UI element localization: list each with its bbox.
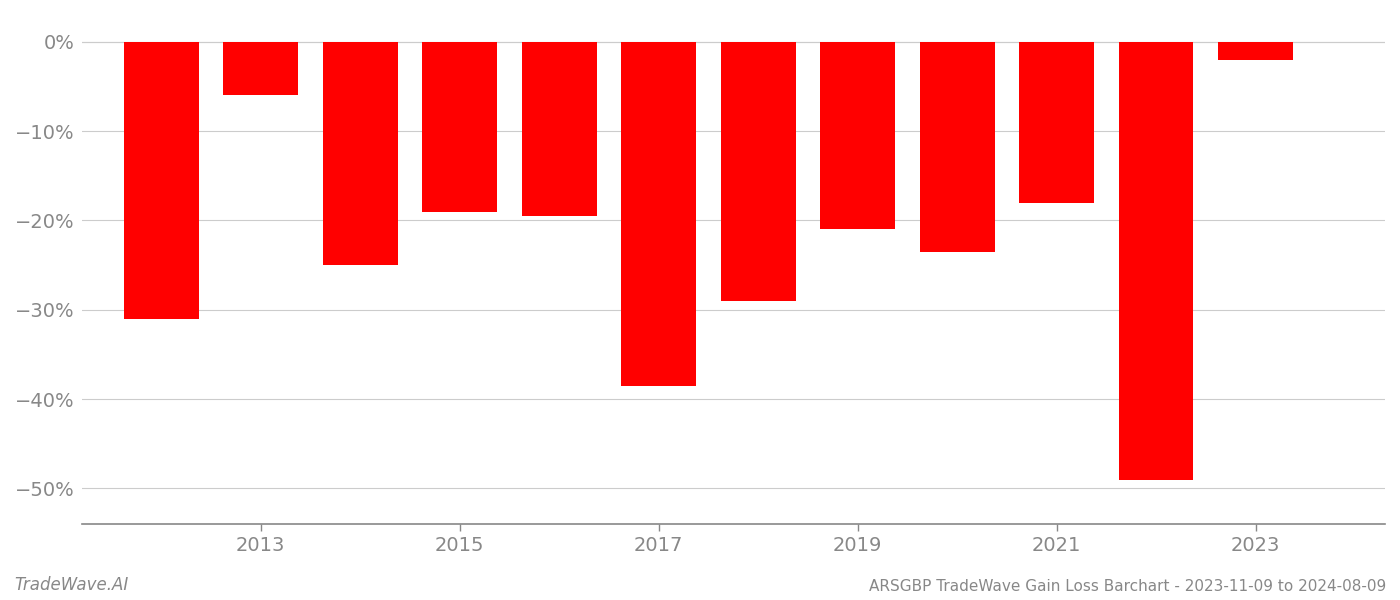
Bar [920, 42, 994, 252]
Bar [323, 42, 398, 265]
Bar [721, 42, 795, 301]
Bar [1019, 42, 1093, 203]
Text: TradeWave.AI: TradeWave.AI [14, 576, 129, 594]
Text: ARSGBP TradeWave Gain Loss Barchart - 2023-11-09 to 2024-08-09: ARSGBP TradeWave Gain Loss Barchart - 20… [869, 579, 1386, 594]
Bar [224, 42, 298, 95]
Bar [423, 42, 497, 212]
Bar [820, 42, 895, 229]
Bar [125, 42, 199, 319]
Bar [522, 42, 596, 216]
Bar [1218, 42, 1294, 59]
Bar [1119, 42, 1193, 479]
Bar [622, 42, 696, 386]
